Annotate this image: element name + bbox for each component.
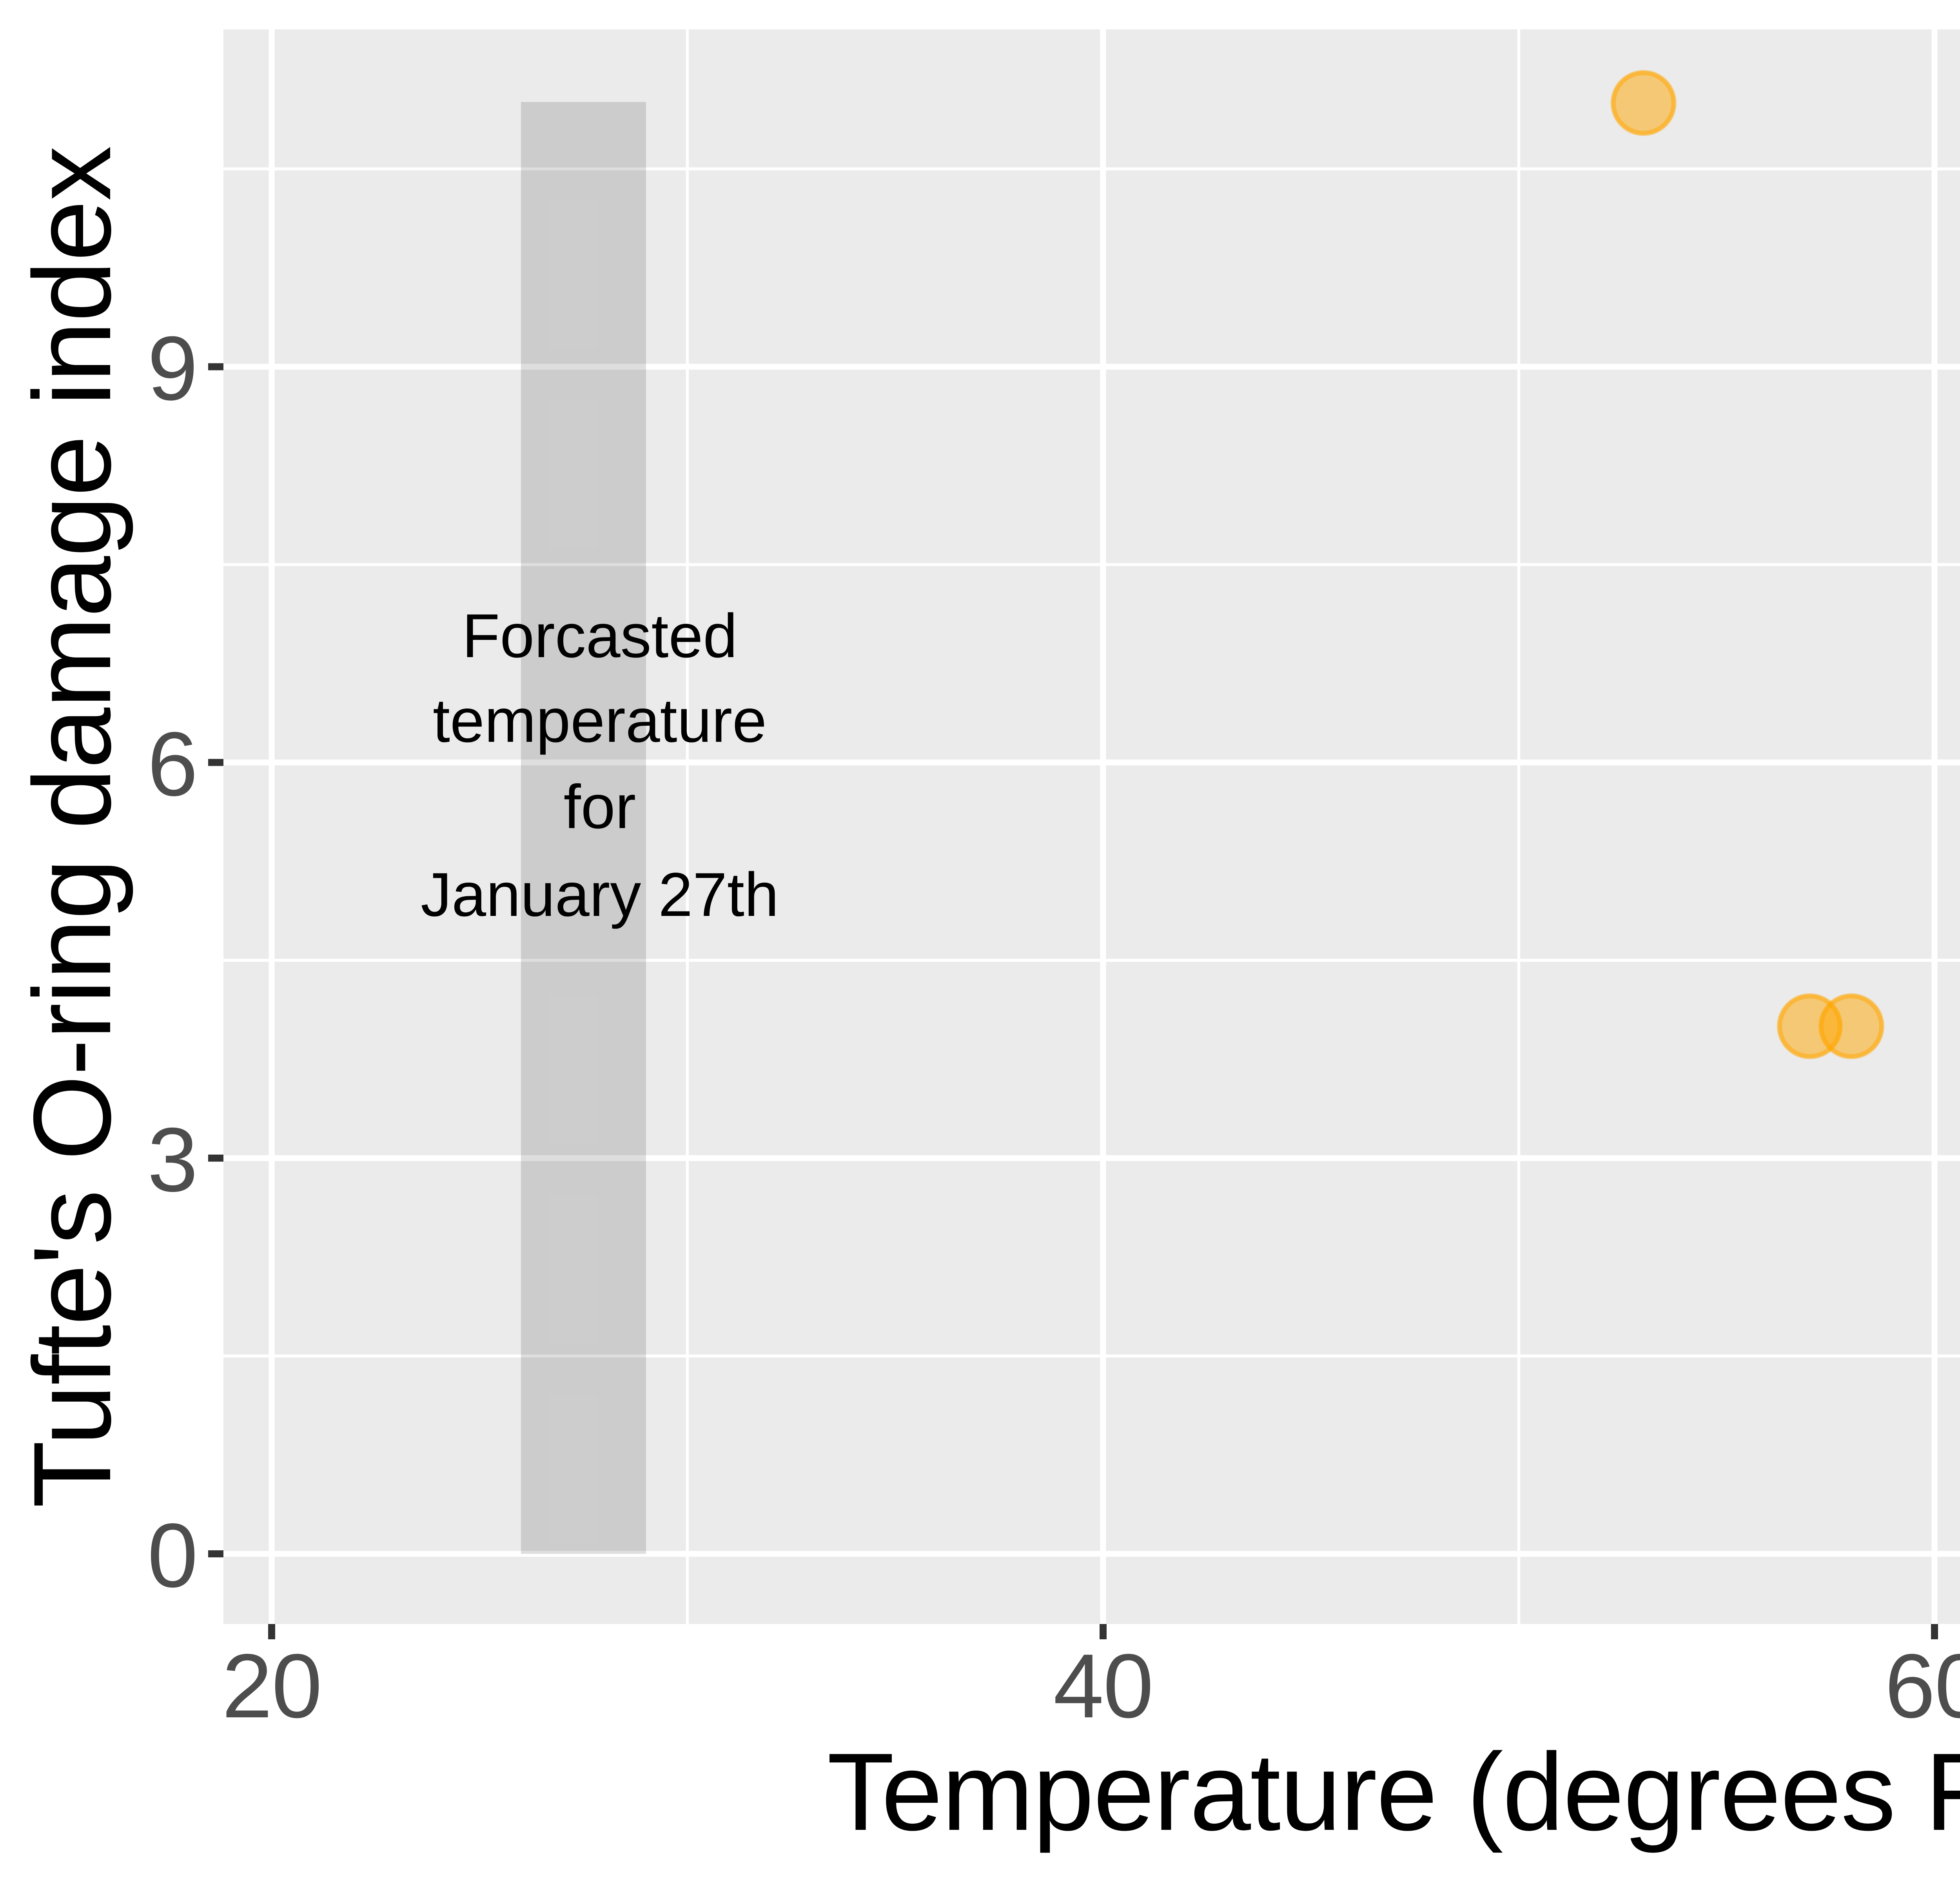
svg-text:0: 0: [147, 1505, 197, 1606]
svg-text:Forcasted: Forcasted: [462, 601, 738, 670]
svg-text:60: 60: [1885, 1635, 1960, 1737]
svg-text:9: 9: [147, 318, 197, 419]
svg-text:40: 40: [1053, 1635, 1153, 1737]
svg-text:temperature: temperature: [433, 686, 767, 755]
svg-text:Temperature (degrees F) at lau: Temperature (degrees F) at launch: [827, 1730, 1960, 1854]
svg-text:6: 6: [147, 714, 197, 815]
svg-text:January 27th: January 27th: [421, 860, 779, 929]
svg-text:3: 3: [147, 1109, 197, 1211]
svg-text:for: for: [564, 772, 636, 841]
svg-text:Tufte's O-ring damage index: Tufte's O-ring damage index: [11, 146, 134, 1508]
svg-text:20: 20: [222, 1635, 321, 1737]
